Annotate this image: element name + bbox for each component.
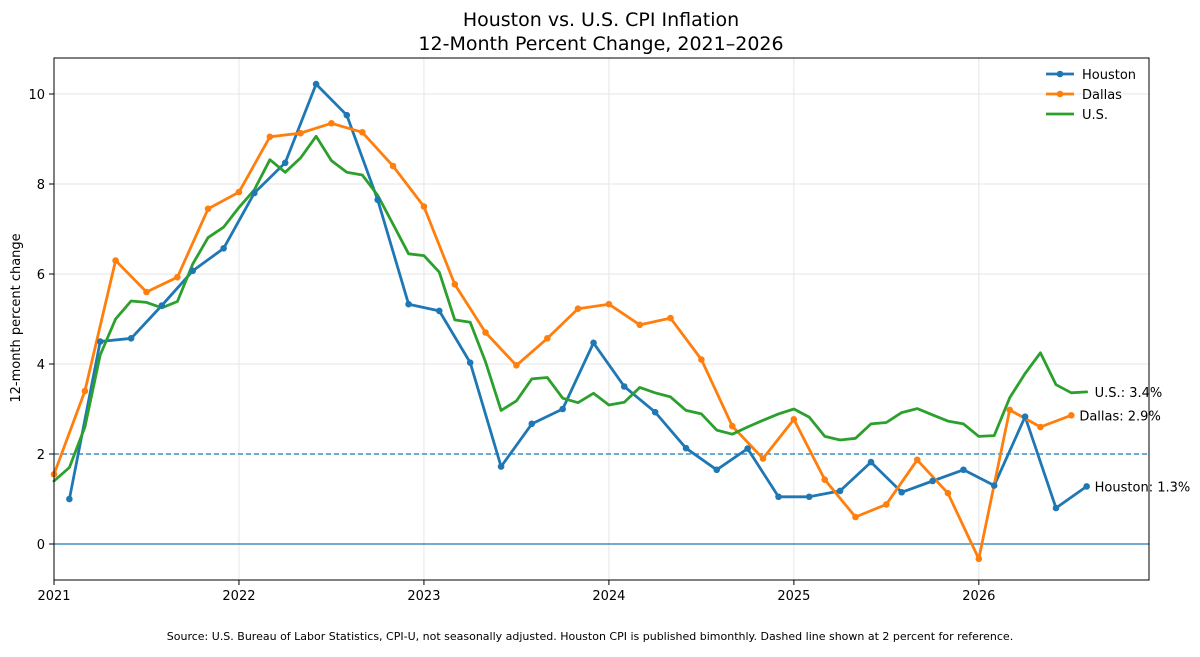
y-tick-label-3: 6: [37, 268, 45, 283]
legend-marker-dallas: [1056, 90, 1064, 98]
legend-label-houston: Houston: [1082, 68, 1136, 83]
data-point-houston-8: [312, 80, 320, 88]
data-point-dallas-12: [420, 203, 428, 210]
data-point-houston-18: [620, 383, 628, 390]
data-point-dallas-8: [297, 129, 304, 137]
end-label-u-s: U.S.: 3.4%: [1095, 386, 1163, 401]
series-line-dallas: [52, 121, 1073, 561]
y-axis-label: 12-month percent change: [9, 233, 24, 402]
data-point-houston-2: [127, 335, 135, 342]
data-point-houston-33: [1083, 483, 1090, 490]
data-point-houston-17: [590, 339, 597, 347]
data-point-houston-13: [466, 359, 474, 366]
data-point-dallas-24: [790, 416, 798, 423]
data-point-dallas-16: [544, 335, 551, 342]
data-point-dallas-30: [975, 555, 983, 563]
data-point-dallas-33: [1068, 412, 1075, 419]
data-point-dallas-27: [883, 501, 890, 508]
data-point-houston-22: [744, 445, 751, 452]
data-point-dallas-11: [389, 162, 397, 170]
data-point-dallas-4: [174, 273, 181, 281]
data-point-dallas-19: [636, 321, 644, 329]
data-point-dallas-2: [112, 257, 119, 264]
data-point-houston-32: [1052, 504, 1060, 512]
chart-title: Houston vs. U.S. CPI Inflation: [463, 9, 739, 31]
data-point-dallas-18: [605, 300, 613, 308]
data-point-houston-19: [651, 408, 659, 416]
x-tick-label-0: 2021: [37, 589, 70, 604]
data-point-houston-25: [836, 487, 844, 495]
data-point-houston-1: [96, 338, 104, 345]
data-point-houston-23: [775, 493, 782, 501]
data-point-dallas-23: [759, 455, 767, 462]
data-point-dallas-14: [482, 329, 489, 336]
data-point-dallas-28: [913, 456, 921, 464]
y-tick-label-5: 10: [28, 88, 45, 103]
x-tick-label-4: 2025: [777, 589, 810, 604]
data-point-dallas-17: [574, 305, 582, 312]
data-point-houston-10: [374, 196, 381, 204]
data-point-houston-20: [682, 444, 690, 452]
data-point-dallas-13: [451, 281, 459, 288]
data-point-houston-15: [528, 420, 536, 428]
data-point-houston-21: [713, 466, 721, 474]
y-tick-label-4: 8: [37, 178, 45, 193]
data-point-dallas-22: [728, 422, 736, 430]
data-point-dallas-21: [698, 356, 705, 363]
data-point-houston-28: [929, 477, 936, 485]
data-point-houston-31: [1021, 413, 1029, 420]
data-point-houston-26: [867, 458, 875, 466]
data-point-dallas-10: [359, 128, 366, 136]
data-point-dallas-31: [1006, 406, 1014, 414]
data-point-houston-16: [559, 405, 566, 413]
data-point-dallas-7: [266, 133, 274, 141]
legend-label-dallas: Dallas: [1082, 88, 1122, 103]
series-line-u-s: [52, 134, 1089, 483]
data-point-dallas-3: [143, 288, 150, 296]
data-point-dallas-32: [1037, 423, 1044, 431]
data-point-dallas-5: [204, 205, 212, 213]
legend-label-u-s: U.S.: [1082, 108, 1108, 123]
data-point-dallas-15: [513, 362, 520, 369]
data-point-houston-14: [497, 463, 505, 470]
data-point-houston-11: [405, 300, 412, 308]
data-point-houston-27: [898, 488, 906, 496]
data-point-houston-6: [251, 189, 258, 197]
series-line-houston: [68, 82, 1089, 510]
data-point-dallas-25: [821, 476, 829, 483]
chart-subtitle: 12-Month Percent Change, 2021–2026: [418, 33, 783, 55]
data-point-houston-0: [66, 495, 73, 503]
data-point-houston-3: [158, 302, 166, 309]
y-tick-label-2: 4: [37, 358, 45, 373]
data-point-dallas-1: [81, 387, 89, 395]
x-tick-label-5: 2026: [962, 589, 995, 604]
source-note: Source: U.S. Bureau of Labor Statistics,…: [167, 630, 1013, 643]
data-point-dallas-20: [667, 314, 674, 322]
y-tick-label-1: 2: [37, 448, 45, 463]
data-point-houston-24: [805, 493, 813, 501]
data-point-houston-12: [435, 307, 443, 315]
end-label-houston: Houston: 1.3%: [1095, 480, 1191, 495]
x-tick-label-2: 2023: [407, 589, 440, 604]
data-point-houston-7: [281, 159, 289, 167]
data-point-dallas-9: [328, 119, 335, 127]
plot-frame: [53, 57, 1150, 581]
data-point-houston-9: [343, 111, 351, 119]
end-label-dallas: Dallas: 2.9%: [1079, 409, 1160, 424]
data-point-houston-29: [960, 466, 967, 474]
data-point-dallas-29: [944, 489, 952, 497]
data-point-houston-5: [220, 245, 227, 252]
data-point-dallas-6: [235, 188, 243, 196]
legend-marker-houston: [1056, 70, 1064, 78]
x-tick-label-3: 2024: [592, 589, 625, 604]
y-tick-label-0: 0: [37, 538, 45, 553]
data-point-houston-30: [990, 482, 998, 489]
data-point-dallas-26: [852, 513, 859, 521]
data-point-houston-4: [189, 267, 197, 275]
x-tick-label-1: 2022: [222, 589, 255, 604]
